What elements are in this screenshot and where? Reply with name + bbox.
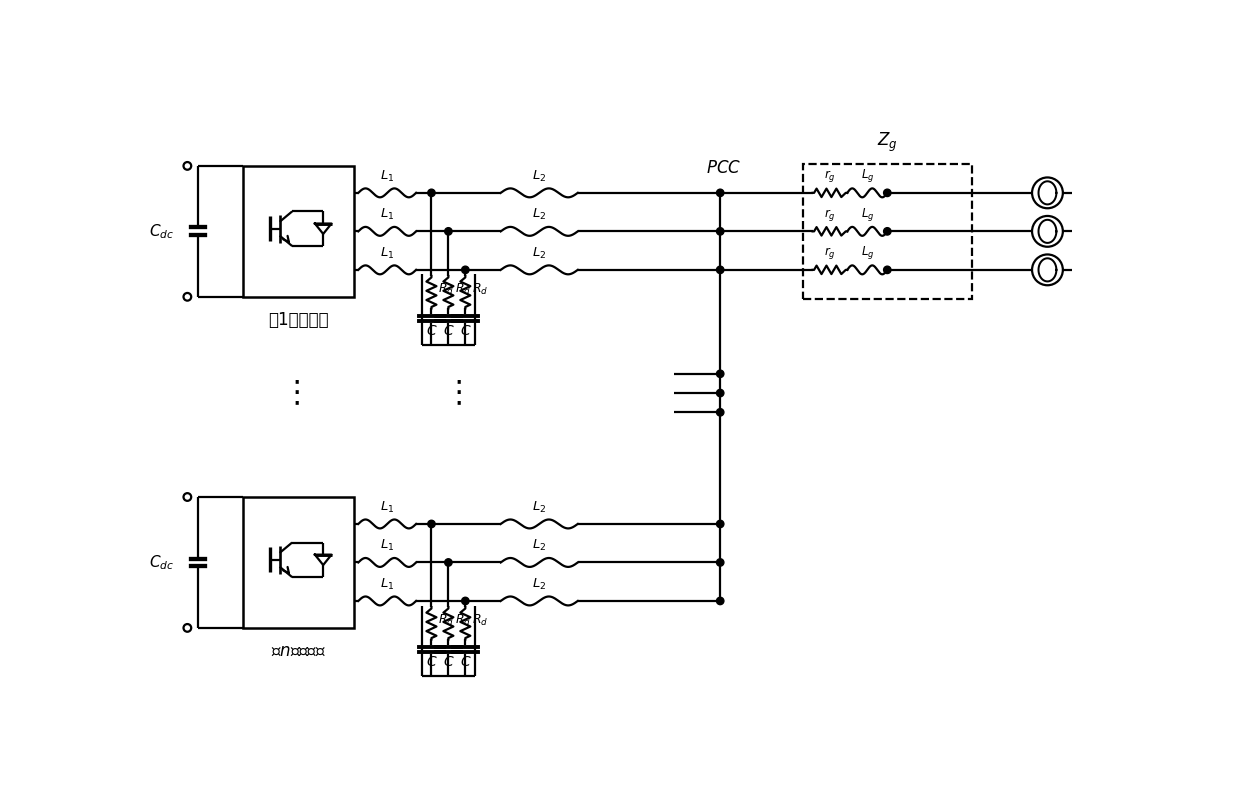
Text: $C_{dc}$: $C_{dc}$: [149, 553, 175, 572]
Circle shape: [184, 493, 191, 501]
Circle shape: [717, 520, 724, 527]
Circle shape: [717, 228, 724, 235]
Text: $R_d$: $R_d$: [439, 613, 455, 628]
Text: $L_2$: $L_2$: [532, 576, 547, 592]
Text: $L_1$: $L_1$: [379, 207, 394, 222]
Text: $R_d$: $R_d$: [455, 613, 471, 628]
Bar: [804, 163, 972, 299]
Circle shape: [717, 597, 724, 605]
Bar: [243, 166, 355, 297]
Circle shape: [184, 624, 191, 632]
Circle shape: [717, 390, 724, 397]
Text: $C$: $C$: [460, 654, 471, 669]
Text: $L_2$: $L_2$: [532, 168, 547, 184]
Circle shape: [184, 293, 191, 300]
Text: $R_d$: $R_d$: [455, 282, 471, 297]
Circle shape: [884, 266, 892, 274]
Circle shape: [428, 520, 435, 527]
Text: $C$: $C$: [443, 324, 454, 337]
Text: ⋮: ⋮: [281, 378, 312, 407]
Text: $L_2$: $L_2$: [532, 246, 547, 261]
Text: $L_2$: $L_2$: [532, 207, 547, 222]
Circle shape: [461, 597, 469, 605]
Text: $C$: $C$: [425, 324, 438, 337]
Circle shape: [428, 189, 435, 196]
Text: $Z_g$: $Z_g$: [878, 131, 898, 155]
Circle shape: [717, 559, 724, 566]
Circle shape: [717, 266, 724, 274]
Text: $L_1$: $L_1$: [379, 538, 394, 553]
Text: 第1台逆变器: 第1台逆变器: [268, 311, 329, 328]
Text: $L_g$: $L_g$: [861, 167, 874, 184]
Circle shape: [184, 162, 191, 170]
Text: $r_g$: $r_g$: [825, 246, 836, 262]
Circle shape: [445, 559, 453, 566]
Circle shape: [884, 189, 892, 196]
Text: ⋮: ⋮: [443, 378, 474, 407]
Text: $L_2$: $L_2$: [532, 500, 547, 514]
Text: $C_{dc}$: $C_{dc}$: [149, 222, 175, 241]
Text: $L_1$: $L_1$: [379, 246, 394, 261]
Text: 第$n$台逆变器: 第$n$台逆变器: [272, 642, 326, 660]
Text: $C$: $C$: [460, 324, 471, 337]
Text: $C$: $C$: [443, 654, 454, 669]
Text: $PCC$: $PCC$: [707, 160, 742, 177]
Circle shape: [461, 266, 469, 274]
Text: $L_g$: $L_g$: [861, 245, 874, 262]
Circle shape: [445, 228, 453, 235]
Text: $L_1$: $L_1$: [379, 500, 394, 514]
Bar: [243, 497, 355, 628]
Text: $L_1$: $L_1$: [379, 168, 394, 184]
Circle shape: [884, 228, 892, 235]
Text: $R_d$: $R_d$: [472, 282, 489, 297]
Text: $L_g$: $L_g$: [861, 206, 874, 223]
Text: $r_g$: $r_g$: [825, 168, 836, 184]
Text: $R_d$: $R_d$: [472, 613, 489, 628]
Circle shape: [717, 189, 724, 196]
Text: $C$: $C$: [425, 654, 438, 669]
Circle shape: [717, 409, 724, 416]
Circle shape: [717, 370, 724, 378]
Text: $R_d$: $R_d$: [439, 282, 455, 297]
Text: $L_2$: $L_2$: [532, 538, 547, 553]
Text: $L_1$: $L_1$: [379, 576, 394, 592]
Text: $r_g$: $r_g$: [825, 207, 836, 223]
